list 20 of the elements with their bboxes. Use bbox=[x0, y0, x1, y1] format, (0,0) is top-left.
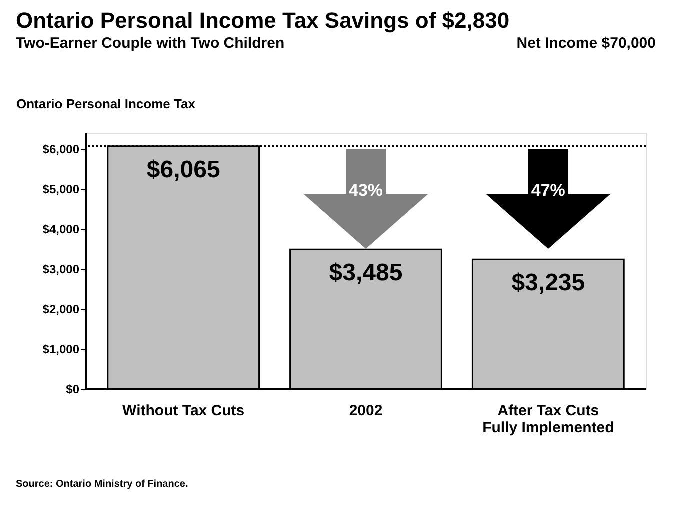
y-tick-label: $0 bbox=[66, 382, 80, 396]
y-tick-label: $3,000 bbox=[42, 262, 80, 276]
y-tick-label: $4,000 bbox=[42, 222, 80, 236]
y-tick-label: $6,000 bbox=[42, 142, 80, 156]
chart-title: Ontario Personal Income Tax Savings of $2,830 bbox=[16, 8, 510, 33]
data-label: $6,065 bbox=[146, 156, 220, 184]
y-tick-label: $2,000 bbox=[42, 302, 80, 316]
text: Net Income $70,000 bbox=[516, 35, 656, 52]
data-label: $3,235 bbox=[512, 270, 586, 297]
y-tick-label: $5,000 bbox=[42, 182, 80, 196]
data-label: $3,485 bbox=[329, 260, 403, 287]
x-tick-label: Without Tax Cuts bbox=[122, 402, 245, 420]
x-tick-label: 2002 bbox=[349, 402, 383, 420]
x-tick-label: After Tax Cuts Fully Implemented bbox=[482, 402, 614, 436]
annotation: 43% bbox=[348, 181, 384, 200]
source-note: Source: Ontario Ministry of Finance. bbox=[16, 479, 188, 490]
y-tick-label: $1,000 bbox=[42, 342, 80, 356]
annotation: 47% bbox=[531, 181, 566, 200]
y-axis-title: Ontario Personal Income Tax bbox=[16, 96, 196, 112]
chart-subtitle: Two-Earner Couple with Two Children bbox=[16, 35, 285, 52]
